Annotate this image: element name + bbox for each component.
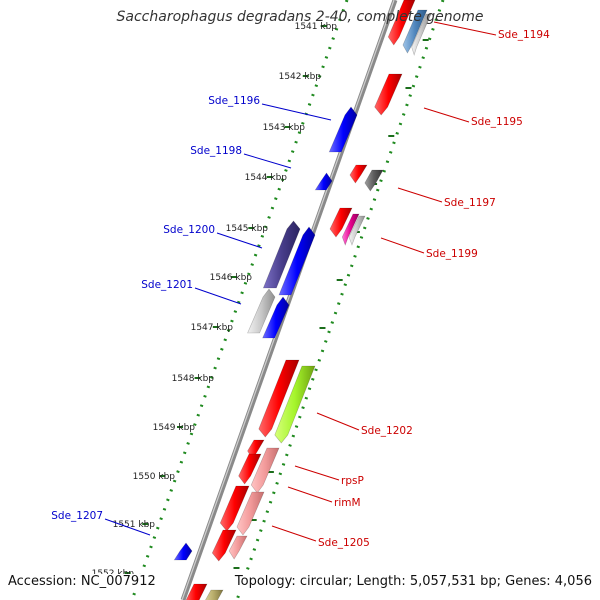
gene-features: [173, 0, 432, 600]
callout-line: [243, 153, 292, 169]
gene-rimm-block[interactable]: [250, 447, 280, 494]
kbp-label: 1545 kbp: [226, 224, 269, 234]
callout-line: [104, 518, 151, 536]
kbp-label: 1541 kbp: [295, 22, 338, 32]
map-title: Saccharophagus degradans 2-40, complete …: [116, 9, 484, 25]
callout-line: [194, 287, 242, 305]
gene-sde-1202-block[interactable]: [274, 365, 316, 444]
forward-gene-label[interactable]: Sde_1201: [141, 279, 193, 291]
gene-callouts: Sde_1196 Sde_1198 Sde_1200 Sde_1201 Sde_1207…: [51, 21, 550, 549]
gene-sde-1205c-block[interactable]: [211, 529, 237, 562]
kbp-label: 1544 kbp: [245, 173, 288, 183]
gene-sde-1200-block[interactable]: [262, 220, 301, 289]
reverse-gene-label[interactable]: Sde_1197: [444, 197, 496, 209]
gene-sde-1194-block-2[interactable]: [402, 9, 428, 54]
gene-sde-1199c-block[interactable]: [348, 215, 366, 246]
gene-lower-olive-block[interactable]: [204, 589, 224, 600]
reverse-gene-label[interactable]: rpsP: [341, 475, 364, 487]
outer-dotted-track: [130, 0, 349, 600]
forward-gene-label[interactable]: Sde_1207: [51, 510, 103, 522]
callout-line: [216, 232, 263, 249]
forward-gene-label[interactable]: Sde_1196: [208, 95, 260, 107]
reverse-gene-label[interactable]: rimM: [334, 497, 361, 509]
callout-line: [423, 107, 470, 123]
reverse-gene-label[interactable]: Sde_1202: [361, 425, 413, 437]
kbp-label: 1548 kbp: [172, 374, 215, 384]
reverse-gene-label[interactable]: Sde_1194: [498, 29, 550, 41]
kbp-label: 1547 kbp: [191, 323, 234, 333]
callout-line: [294, 465, 340, 481]
gene-sde-1207-block[interactable]: [173, 542, 193, 561]
gene-sde-1194-block[interactable]: [387, 0, 416, 46]
accession-label: Accession: NC_007912: [8, 574, 156, 589]
kbp-label: 1550 kbp: [133, 472, 176, 482]
gene-sde-1195-block[interactable]: [374, 73, 403, 116]
callout-line: [261, 103, 332, 121]
gene-sde-1201b-block[interactable]: [262, 296, 290, 339]
callout-line: [271, 525, 317, 542]
gene-sde-1194-block-3[interactable]: [411, 13, 432, 57]
callout-line: [433, 21, 497, 36]
gene-sde-1197b-block[interactable]: [364, 169, 384, 192]
gene-sde-1199b-block[interactable]: [341, 213, 360, 246]
gene-sde-1199-block[interactable]: [329, 207, 353, 238]
gene-sde-1197-block[interactable]: [349, 164, 368, 184]
forward-gene-label[interactable]: Sde_1198: [190, 145, 242, 157]
callout-line: [380, 237, 425, 254]
reverse-gene-label[interactable]: Sde_1195: [471, 116, 523, 128]
gene-sde-1198-block[interactable]: [314, 172, 333, 191]
callout-line: [397, 187, 443, 203]
kbp-label: 1549 kbp: [153, 423, 196, 433]
sequence-backbone: [180, 0, 398, 600]
kbp-label: 1542 kbp: [279, 72, 322, 82]
gene-sde-1196-block[interactable]: [328, 106, 358, 153]
callout-line: [316, 412, 360, 431]
gene-sde-1201-block[interactable]: [247, 288, 276, 334]
callout-line: [287, 486, 333, 503]
kbp-label: 1543 kbp: [263, 123, 306, 133]
tick-marks: [124, 25, 429, 574]
gene-sde-1205-block[interactable]: [219, 485, 250, 532]
sequence-backbone-highlight: [181, 0, 395, 600]
gene-sde-1205b-block[interactable]: [236, 491, 265, 536]
kbp-label: 1551 kbp: [113, 520, 156, 530]
reverse-gene-label[interactable]: Sde_1199: [426, 248, 478, 260]
kbp-label: 1546 kbp: [210, 273, 253, 283]
gene-sde-1202a-block[interactable]: [258, 359, 300, 438]
gene-rpsp-block-2[interactable]: [238, 453, 262, 485]
gene-sde-1205d-block[interactable]: [228, 535, 248, 560]
reverse-gene-label[interactable]: Sde_1205: [318, 537, 370, 549]
genome-summary: Topology: circular; Length: 5,057,531 bp…: [234, 574, 592, 589]
forward-gene-label[interactable]: Sde_1200: [163, 224, 215, 236]
gene-sde-1200b-block[interactable]: [278, 226, 316, 296]
